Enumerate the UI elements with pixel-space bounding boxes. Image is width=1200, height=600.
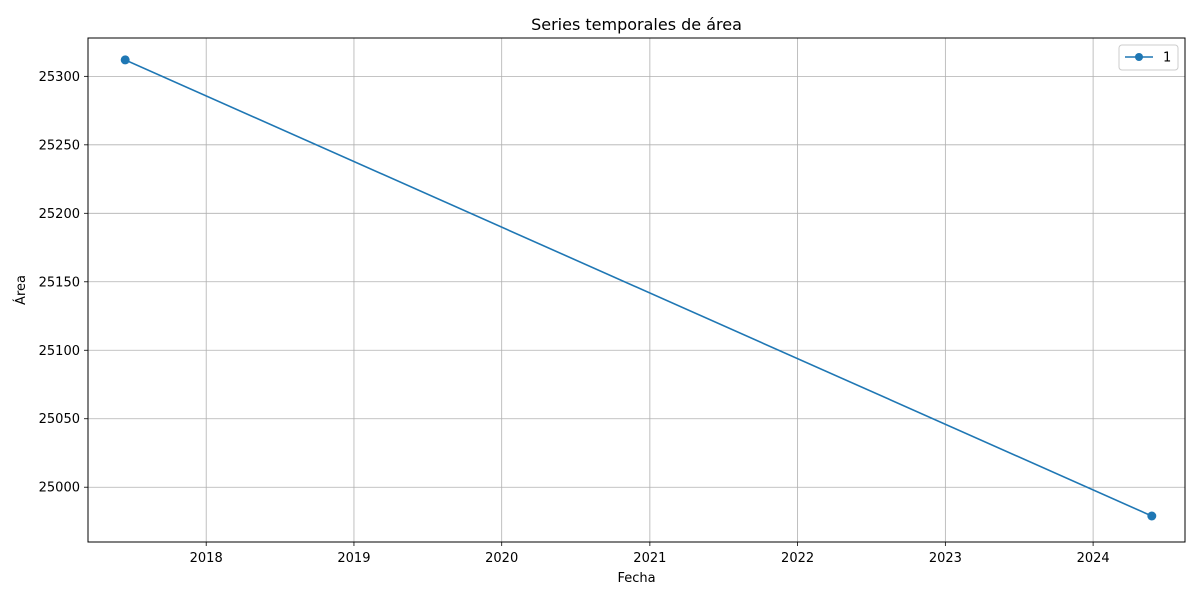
y-axis-title: Área bbox=[13, 275, 29, 305]
x-tick-label: 2019 bbox=[337, 551, 370, 566]
x-tick-label: 2024 bbox=[1077, 551, 1110, 566]
y-tick-label: 25100 bbox=[39, 344, 80, 359]
x-axis-title: Fecha bbox=[617, 571, 655, 586]
data-point bbox=[1147, 511, 1157, 521]
data-point bbox=[120, 55, 130, 65]
y-tick-label: 25000 bbox=[39, 481, 80, 496]
y-axis: 25000 25050 25100 25150 25200 25250 25300 bbox=[39, 70, 88, 496]
legend-entry-label: 1 bbox=[1163, 51, 1171, 66]
y-tick-label: 25150 bbox=[39, 275, 80, 290]
series-layer bbox=[120, 55, 1157, 521]
y-tick-label: 25300 bbox=[39, 70, 80, 85]
series-line bbox=[124, 59, 1153, 517]
x-tick-label: 2018 bbox=[190, 551, 223, 566]
y-tick-label: 25050 bbox=[39, 412, 80, 427]
legend: 1 bbox=[1118, 44, 1179, 71]
plot-area-frame bbox=[87, 37, 1186, 543]
x-tick-label: 2023 bbox=[929, 551, 962, 566]
x-axis: 2018 2019 2020 2021 2022 2023 2024 bbox=[190, 542, 1110, 566]
y-tick-label: 25250 bbox=[39, 138, 80, 153]
chart-title: Series temporales de área bbox=[531, 15, 742, 34]
gridlines bbox=[88, 38, 1185, 542]
legend-marker bbox=[1135, 53, 1143, 61]
y-tick-label: 25200 bbox=[39, 207, 80, 222]
x-tick-label: 2022 bbox=[781, 551, 814, 566]
x-tick-label: 2020 bbox=[485, 551, 518, 566]
x-tick-label: 2021 bbox=[633, 551, 666, 566]
